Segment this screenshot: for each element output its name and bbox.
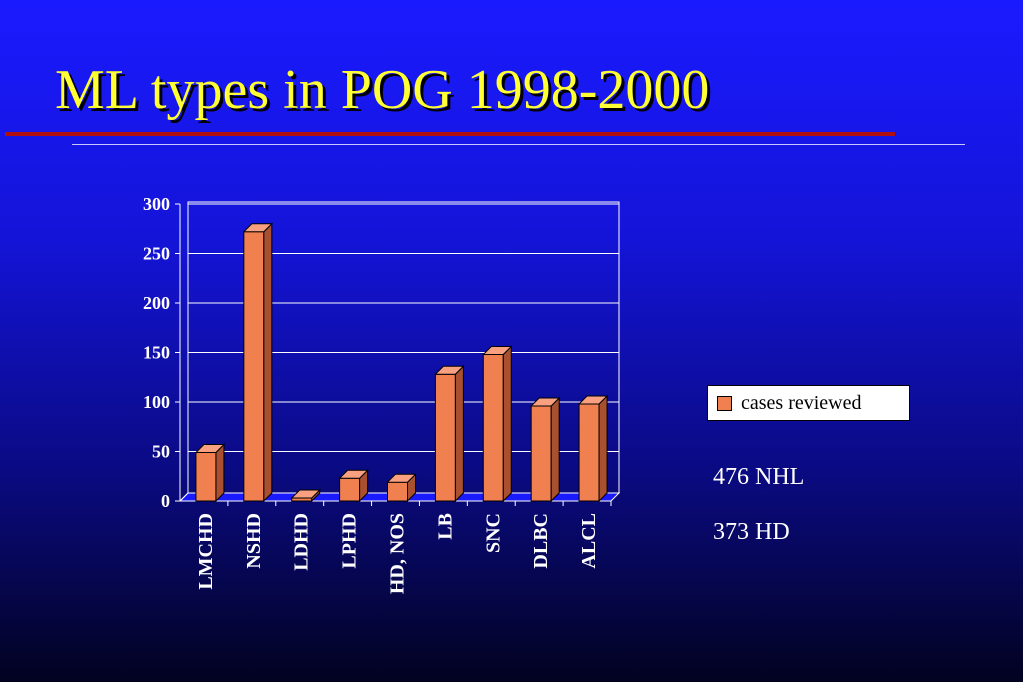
x-tick-label: LPHD (339, 513, 361, 569)
bar (434, 373, 456, 502)
title-underline-red (5, 132, 895, 136)
bar-side (502, 345, 512, 503)
y-tick-label: 300 (143, 194, 170, 214)
chart-legend: cases reviewed (707, 385, 910, 421)
x-tick-label: LDHD (291, 513, 313, 571)
x-tick-label: ALCL (578, 513, 600, 569)
note-hd: 373 HD (713, 519, 790, 545)
bar (195, 451, 217, 502)
x-tick-label: LB (434, 513, 456, 540)
bar (530, 405, 552, 502)
bar-side (550, 396, 560, 503)
bar-side (215, 443, 225, 503)
y-tick-label: 150 (143, 343, 170, 363)
bar (243, 231, 265, 502)
x-tick-label: SNC (482, 513, 504, 553)
chart-wall-corner (179, 492, 189, 502)
x-tick-label: LMCHD (195, 513, 217, 590)
x-tick-label: HD, NOS (387, 513, 409, 594)
legend-label: cases reviewed (741, 391, 862, 414)
bar-top (529, 397, 561, 407)
bar-top (577, 395, 609, 405)
y-tick-label: 50 (152, 442, 170, 462)
bar (482, 353, 504, 502)
y-tick-label: 100 (143, 392, 170, 412)
note-nhl: 476 NHL (713, 464, 805, 490)
bar (339, 477, 361, 502)
x-tick-label: NSHD (243, 513, 265, 569)
bar-side (598, 394, 608, 503)
bar-top (386, 473, 417, 483)
bar (578, 403, 600, 502)
bar-side (263, 222, 273, 503)
bar-top (194, 443, 226, 453)
title-underline-thin (72, 144, 965, 145)
y-tick-label: 250 (143, 244, 170, 264)
bar-top (290, 489, 321, 499)
x-tick-label: DLBC (530, 513, 552, 569)
bar-side (454, 365, 464, 503)
y-tick-label: 200 (143, 293, 170, 313)
bar-top (338, 469, 369, 479)
slide-title: ML types in POG 1998-2000 (55, 59, 710, 121)
legend-swatch (717, 395, 732, 411)
bar-top (482, 345, 513, 355)
bar (387, 481, 408, 502)
bar-top (242, 223, 274, 233)
y-tick-label: 0 (161, 491, 170, 511)
bar-top (434, 365, 465, 375)
